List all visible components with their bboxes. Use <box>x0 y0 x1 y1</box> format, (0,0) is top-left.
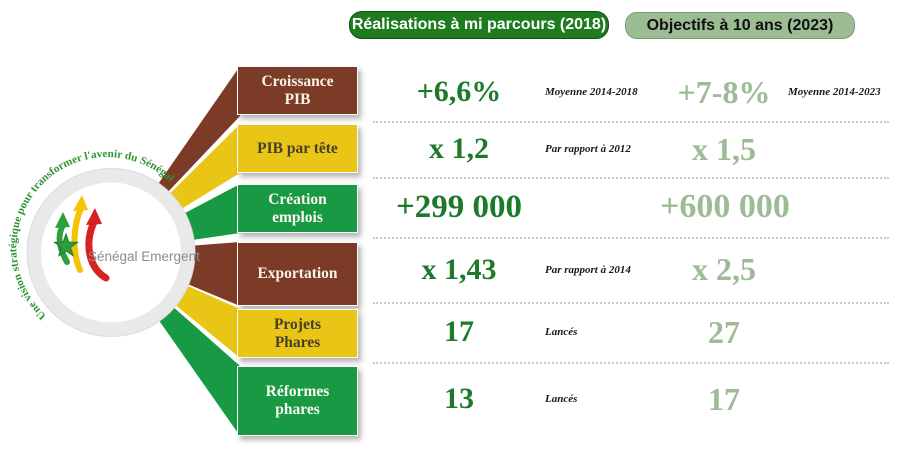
indicator-label: Exportation <box>257 265 338 283</box>
indicator-label: Réformes phares <box>265 383 330 418</box>
stat-row-pib-par-tete: x 1,2 Par rapport à 2012 x 1,5 <box>373 121 900 177</box>
objectif-value: x 1,5 <box>692 130 756 167</box>
indicator-box-creation-emplois: Création emplois <box>237 184 358 233</box>
indicator-label: Projets Phares <box>273 315 322 351</box>
yellow-arrow-icon <box>71 205 84 273</box>
red-arrow-icon <box>85 218 110 282</box>
row-separator <box>373 177 889 179</box>
realisation-note: Par rapport à 2014 <box>545 263 631 276</box>
realisation-note: Lancés <box>545 326 578 338</box>
realisation-value: 13 <box>444 382 474 415</box>
indicator-box-projets-phares: Projets Phares <box>237 309 358 358</box>
red-arrowhead-icon <box>86 208 102 225</box>
realisation-value: +6,6% <box>416 75 502 108</box>
green-arrowhead-icon <box>55 212 70 228</box>
row-separator <box>373 302 889 304</box>
objectif-note: Moyenne 2014-2023 <box>788 86 881 98</box>
stat-row-projets-phares: 17 Lancés 27 <box>373 302 900 362</box>
stat-row-exportation: x 1,43 Par rapport à 2014 x 2,5 <box>373 237 900 302</box>
realisation-value: 17 <box>444 315 474 348</box>
row-separator <box>373 362 889 364</box>
stat-row-creation-emplois: +299 000 +600 000 <box>373 177 900 237</box>
objectif-value: +600 000 <box>660 188 790 225</box>
realisation-value: +299 000 <box>395 188 523 225</box>
objectif-value: x 2,5 <box>692 251 756 287</box>
row-separator <box>373 237 889 239</box>
indicator-label: Croissance PIB <box>261 72 334 108</box>
realisation-note: Par rapport à 2012 <box>545 143 631 155</box>
indicator-label: Création emplois <box>268 190 327 226</box>
row-separator <box>373 121 889 123</box>
realisation-note: Moyenne 2014-2018 <box>545 86 638 98</box>
objectif-value: 17 <box>708 380 740 417</box>
star-icon <box>53 232 79 257</box>
brand-text: Sénégal Emergent <box>88 249 200 264</box>
objectif-value: +7-8% <box>677 73 771 110</box>
indicator-box-reformes-phares: Réformes phares <box>237 366 358 436</box>
header-realisations: Réalisations à mi parcours (2018) <box>349 11 609 39</box>
indicator-box-exportation: Exportation <box>237 242 358 306</box>
indicator-box-croissance-pib: Croissance PIB <box>237 66 358 115</box>
logo-graphic: Une vision stratégique pour transformer … <box>7 66 240 436</box>
realisation-value: x 1,43 <box>421 252 497 286</box>
stat-row-croissance-pib: +6,6% Moyenne 2014-2018 +7-8% Moyenne 20… <box>373 64 900 120</box>
yellow-arrowhead-icon <box>73 195 88 211</box>
realisation-value: x 1,2 <box>429 132 489 165</box>
realisation-note: Lancés <box>545 393 578 405</box>
header-objectifs: Objectifs à 10 ans (2023) <box>625 12 855 39</box>
stat-row-reformes-phares: 13 Lancés 17 <box>373 362 900 436</box>
indicator-box-pib-par-tete: PIB par tête <box>237 124 358 173</box>
objectif-value: 27 <box>708 313 740 350</box>
indicator-label: PIB par tête <box>257 139 338 157</box>
